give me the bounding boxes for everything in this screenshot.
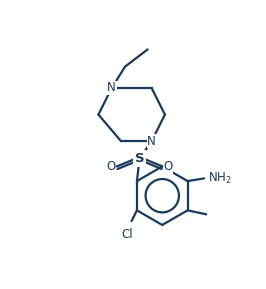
Text: O: O — [164, 160, 173, 173]
Text: O: O — [107, 160, 116, 173]
Text: Cl: Cl — [122, 228, 134, 241]
Text: S: S — [135, 152, 144, 165]
Text: N: N — [147, 135, 156, 148]
Text: N: N — [107, 81, 116, 95]
Text: NH$_2$: NH$_2$ — [208, 171, 232, 186]
